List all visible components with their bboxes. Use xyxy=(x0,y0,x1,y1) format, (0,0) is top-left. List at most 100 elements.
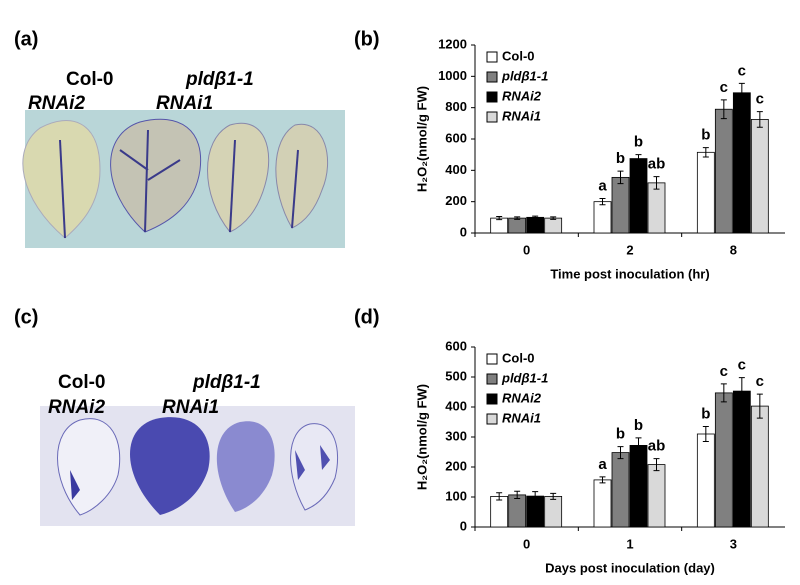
photo-label: RNAi2 xyxy=(48,397,105,418)
significance-letter: b xyxy=(616,426,625,443)
error-bar xyxy=(550,216,557,220)
bar xyxy=(714,392,733,528)
error-bar xyxy=(514,216,521,220)
photo-label: RNAi1 xyxy=(156,93,213,114)
bar xyxy=(629,158,648,234)
bar xyxy=(593,201,612,234)
x-tick-label: 3 xyxy=(730,536,737,551)
legend-swatch xyxy=(486,71,498,83)
legend-label: pldβ1-1 xyxy=(501,68,548,83)
legend-swatch xyxy=(486,353,498,365)
error-bar xyxy=(617,446,624,460)
significance-letter: b xyxy=(701,405,710,422)
bar xyxy=(508,494,527,528)
significance-letter: b xyxy=(701,127,710,144)
y-tick-label: 200 xyxy=(445,458,467,473)
photo-label: Col-0 xyxy=(66,69,114,90)
significance-letter: a xyxy=(598,178,607,195)
bar xyxy=(732,390,751,528)
legend-swatch xyxy=(486,51,498,63)
bar xyxy=(508,217,527,234)
legend-label: Col-0 xyxy=(502,350,535,365)
y-tick-label: 1000 xyxy=(438,68,467,83)
significance-letter: c xyxy=(738,357,746,374)
legend-label: RNAi1 xyxy=(502,108,541,123)
photo-c xyxy=(40,406,355,526)
error-bar xyxy=(532,215,539,220)
x-tick-label: 2 xyxy=(626,242,633,257)
error-bar xyxy=(532,491,539,502)
significance-letter: ab xyxy=(648,156,666,173)
error-bar xyxy=(702,426,709,442)
bar xyxy=(714,108,733,234)
x-tick-label: 8 xyxy=(730,242,737,257)
y-tick-label: 400 xyxy=(445,162,467,177)
photo-label: Col-0 xyxy=(58,372,106,393)
y-tick-label: 800 xyxy=(445,99,467,114)
significance-letter: c xyxy=(756,373,764,390)
x-tick-label: 1 xyxy=(626,536,633,551)
significance-letter: a xyxy=(598,456,607,473)
bar xyxy=(629,444,648,528)
bar xyxy=(544,217,563,234)
legend-label: RNAi2 xyxy=(502,88,542,103)
bar xyxy=(647,464,666,528)
error-bar xyxy=(738,377,745,406)
y-tick-label: 300 xyxy=(445,428,467,443)
legend-label: Col-0 xyxy=(502,48,535,63)
y-tick-label: 400 xyxy=(445,398,467,413)
error-bar xyxy=(635,437,642,454)
x-axis-label: Days post inoculation (day) xyxy=(545,560,715,575)
significance-letter: c xyxy=(720,363,728,380)
bar xyxy=(544,495,563,528)
legend-swatch xyxy=(486,393,498,405)
bar xyxy=(696,433,715,528)
photo-label: RNAi1 xyxy=(162,397,219,418)
bar xyxy=(490,217,509,234)
bar xyxy=(750,119,769,234)
y-axis-label: H₂O₂(nmol/g FW) xyxy=(414,384,429,490)
y-axis-label: H₂O₂(nmol/g FW) xyxy=(414,86,429,192)
significance-letter: b xyxy=(634,417,643,434)
error-bar xyxy=(599,476,606,484)
photo-a xyxy=(22,110,345,248)
error-bar xyxy=(599,198,606,206)
y-tick-label: 200 xyxy=(445,193,467,208)
photo-label: pldβ1-1 xyxy=(192,372,261,393)
bar xyxy=(611,452,630,528)
x-tick-label: 0 xyxy=(523,536,530,551)
significance-letter: c xyxy=(738,62,746,79)
panel-label: (b) xyxy=(354,28,380,50)
bar xyxy=(611,176,630,234)
bar xyxy=(647,182,666,234)
significance-letter: ab xyxy=(648,438,666,455)
x-tick-label: 0 xyxy=(523,242,530,257)
error-bar xyxy=(496,216,503,221)
bar xyxy=(490,495,509,528)
legend-swatch xyxy=(486,91,498,103)
significance-letter: b xyxy=(634,134,643,151)
error-bar xyxy=(514,490,521,499)
significance-letter: c xyxy=(756,91,764,108)
y-tick-label: 600 xyxy=(445,338,467,353)
legend-swatch xyxy=(486,111,498,123)
legend-label: RNAi2 xyxy=(502,390,542,405)
y-tick-label: 0 xyxy=(460,518,467,533)
legend-label: RNAi1 xyxy=(502,410,541,425)
y-tick-label: 100 xyxy=(445,488,467,503)
error-bar xyxy=(653,176,660,190)
error-bar xyxy=(617,170,624,185)
bar xyxy=(750,405,769,528)
error-bar xyxy=(756,393,763,419)
y-tick-label: 1200 xyxy=(438,36,467,51)
panel-label: (c) xyxy=(14,306,38,328)
bar xyxy=(526,216,545,234)
error-bar xyxy=(635,154,642,163)
photo-label: RNAi2 xyxy=(28,93,85,114)
legend-label: pldβ1-1 xyxy=(501,370,548,385)
legend-swatch xyxy=(486,413,498,425)
photo-label: pldβ1-1 xyxy=(185,69,254,90)
error-bar xyxy=(756,111,763,128)
y-tick-label: 600 xyxy=(445,130,467,145)
bar xyxy=(696,151,715,234)
